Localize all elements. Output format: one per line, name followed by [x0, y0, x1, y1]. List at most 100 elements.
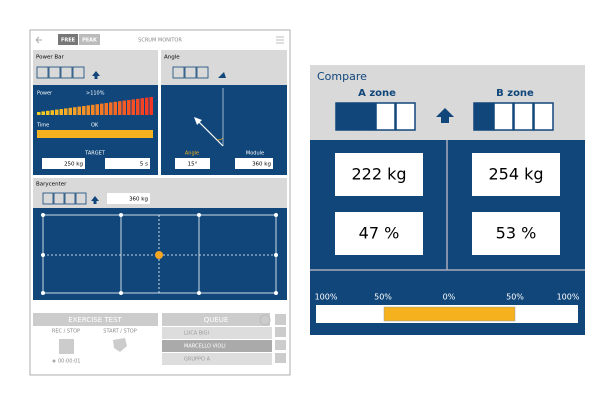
queue-row[interactable]: [162, 340, 272, 352]
value-box: [335, 212, 423, 255]
ramp-step: [77, 106, 81, 115]
zone-boxes: [335, 102, 554, 131]
label: TARGET: [84, 151, 106, 157]
ramp-step: [95, 104, 99, 115]
value: OK: [91, 123, 99, 129]
value: 254 kg: [488, 165, 543, 184]
angle-vector: [196, 119, 224, 147]
arrow-head: [194, 117, 202, 125]
value: 15°: [188, 162, 198, 168]
ramp-step: [59, 109, 63, 115]
ramp-step: [127, 100, 131, 115]
ramp-step: [118, 101, 122, 115]
scale-label: 100%: [315, 293, 338, 302]
value: 53 %: [496, 224, 537, 243]
power-ramp: [37, 97, 153, 115]
value: 222 kg: [351, 165, 406, 184]
rec-button[interactable]: [59, 339, 74, 354]
ramp-step: [131, 99, 135, 115]
value: >110%: [86, 91, 105, 97]
ramp-step: [68, 107, 72, 115]
queue-row[interactable]: [162, 353, 272, 365]
ramp-step: [122, 100, 126, 115]
start-button[interactable]: [113, 338, 127, 352]
tab-label: FREE: [61, 38, 76, 44]
app-title: SCRUM MONITOR: [138, 38, 182, 44]
arrow-icon: [436, 108, 454, 123]
refresh-button[interactable]: [259, 314, 271, 326]
panel-title: Power Bar: [36, 55, 65, 61]
ramp-step: [100, 103, 104, 115]
ramp-step: [136, 98, 140, 115]
barycenter-dot: [155, 251, 163, 259]
value: 47 %: [359, 224, 400, 243]
label: START / STOP: [103, 329, 136, 335]
menu-button[interactable]: [276, 36, 284, 44]
section-header: [162, 313, 270, 326]
label: Angle: [185, 151, 199, 157]
value-box: [175, 158, 210, 169]
zone-boxes: [36, 66, 85, 79]
section-title: EXERCISE TEST: [68, 316, 122, 324]
tab-label: PEAK: [82, 38, 98, 44]
balance-bar: [383, 306, 516, 322]
queue-item: LUCA BIGI: [184, 331, 209, 337]
label: Module: [246, 151, 264, 157]
zone-label: B zone: [496, 88, 534, 99]
panel-title: Barycenter: [36, 182, 67, 188]
ramp-step: [109, 102, 113, 115]
value: 250 kg: [64, 162, 83, 168]
label: REC / STOP: [52, 329, 80, 335]
value-box: [335, 153, 423, 196]
value-box: [107, 193, 150, 204]
panel-header: [33, 50, 158, 85]
timer: 00:00:01: [58, 359, 80, 365]
zone-boxes: [172, 66, 209, 79]
status-dot: [52, 359, 56, 363]
label: Time: [36, 123, 49, 129]
grid-nodes: [41, 213, 278, 295]
ramp-step: [145, 97, 149, 115]
tab-peak[interactable]: [79, 34, 100, 45]
value-box: [105, 158, 150, 169]
ramp-step: [64, 108, 68, 115]
ramp-step: [104, 103, 108, 115]
queue-item: GRUPPO A: [184, 357, 211, 363]
section-title: QUEUE: [204, 316, 229, 324]
scale-label: 0%: [443, 293, 456, 302]
scale-label: 50%: [506, 293, 524, 302]
ramp-step: [86, 105, 90, 115]
edit-button[interactable]: [275, 314, 286, 325]
ramp-step: [46, 110, 50, 115]
panel-title: Compare: [317, 70, 367, 83]
ramp-step: [73, 107, 77, 115]
ramp-step: [149, 97, 153, 115]
time-bar: [37, 130, 153, 138]
ramp-step: [37, 112, 41, 115]
value: 360 kg: [252, 162, 271, 168]
back-button[interactable]: [35, 36, 42, 44]
panel-title: Angle: [164, 55, 180, 61]
zone-label: A zone: [358, 88, 396, 99]
move-button[interactable]: [275, 327, 286, 337]
arrow-icon: [92, 71, 100, 79]
ramp-step: [55, 109, 59, 115]
ramp-step: [140, 98, 144, 115]
ramp-step: [82, 106, 86, 115]
ramp-step: [50, 110, 54, 115]
value: 5 s: [140, 162, 148, 168]
scale-label: 50%: [374, 293, 392, 302]
angle-arc: [216, 137, 224, 141]
scale-label: 100%: [557, 293, 580, 302]
label: Power: [37, 91, 53, 97]
move-button[interactable]: [275, 353, 286, 363]
tab-free[interactable]: [58, 34, 78, 45]
panel-header: [161, 50, 287, 85]
value-box: [472, 212, 560, 255]
queue-item: MARCELLO VIOLI: [184, 344, 226, 350]
queue-row[interactable]: [162, 327, 272, 339]
ramp-step: [41, 111, 45, 115]
value-box: [42, 158, 85, 169]
move-button[interactable]: [275, 340, 286, 350]
